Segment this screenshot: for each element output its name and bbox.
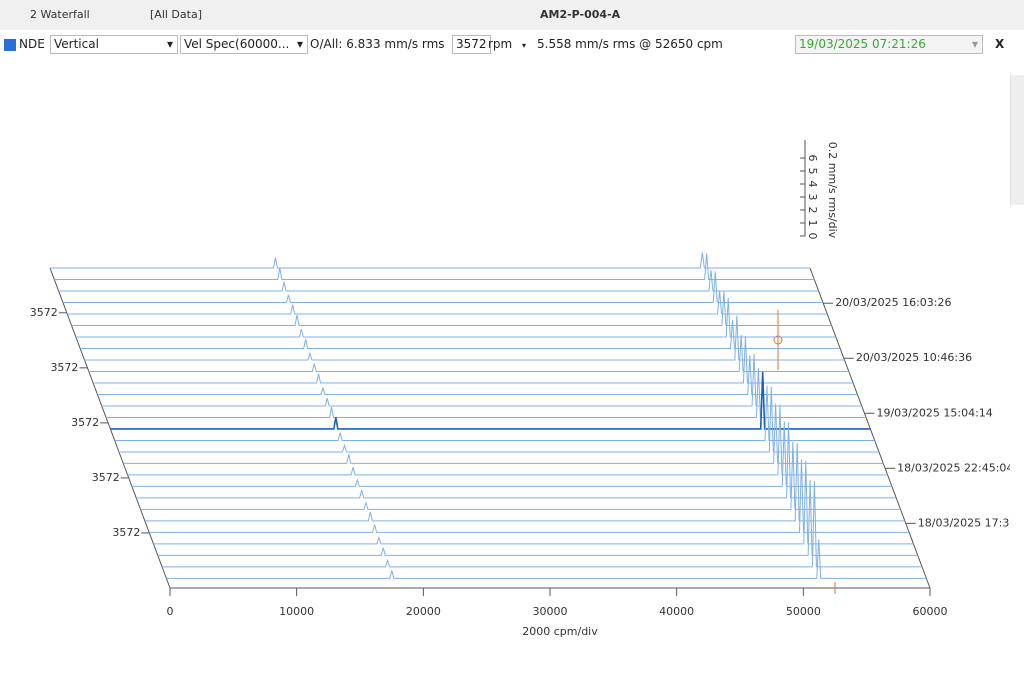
toolbar: NDE Vertical ▾ Vel Spec(60000... ▾ O/All: … <box>0 32 1008 58</box>
z-tick-label: 0 <box>806 233 819 240</box>
row-label: 3572 <box>50 361 78 374</box>
spectrum-trace <box>50 252 810 269</box>
spectrum-trace <box>93 336 854 384</box>
time-label: 18/03/2025 22:45:04 <box>897 461 1010 474</box>
measurement: Vel Spec(60000... <box>184 37 290 51</box>
spectrum-trace <box>157 479 918 556</box>
speed[interactable]: 3572 <box>452 35 491 54</box>
scrollbar[interactable] <box>1010 75 1024 205</box>
spectrum-trace <box>118 386 879 453</box>
spectrum-trace <box>127 404 888 476</box>
speed-unit[interactable]: rpm <box>488 37 513 51</box>
time-label: 19/03/2025 15:04:14 <box>876 406 992 419</box>
spectrum-trace <box>153 460 914 545</box>
time-label: 20/03/2025 10:46:36 <box>856 351 972 364</box>
z-axis-label: 0.2 mm/s rms/div <box>826 142 839 239</box>
direction: Vertical <box>54 37 99 51</box>
spectrum-trace <box>84 315 845 361</box>
cursor-readout: 5.558 mm/s rms @ 52650 cpm <box>537 37 723 51</box>
row-label: 3572 <box>112 526 140 539</box>
spectrum-trace <box>88 335 849 372</box>
time-label: 20/03/2025 16:03:26 <box>835 296 951 309</box>
z-tick-label: 1 <box>806 220 819 227</box>
spectrum-trace <box>110 371 871 430</box>
spectrum-trace <box>71 291 832 326</box>
x-tick-label: 30000 <box>533 605 568 618</box>
z-tick-label: 2 <box>806 207 819 214</box>
measurement-select[interactable]: Vel Spec(60000... ▾ <box>180 35 308 54</box>
right-axis <box>809 267 931 589</box>
overall: O/All: 6.833 mm/s rms <box>310 37 445 51</box>
z-tick-label: 5 <box>806 168 819 175</box>
asset-title: AM2-P-004-A <box>540 8 621 21</box>
x-tick-label: 0 <box>167 605 174 618</box>
spectrum-trace <box>67 290 828 315</box>
x-tick-label: 20000 <box>406 605 441 618</box>
spectrum-trace <box>114 385 875 441</box>
time-label: 18/03/2025 17:30 <box>918 516 1010 529</box>
spectrum-trace <box>97 355 858 395</box>
z-tick-label: 4 <box>806 181 819 188</box>
spectrum-trace <box>58 270 819 292</box>
x-tick-label: 40000 <box>659 605 694 618</box>
timestamp-select[interactable]: 19/03/2025 07:21:26 ▾ <box>795 35 983 54</box>
timestamp: 19/03/2025 07:21:26 <box>799 37 926 51</box>
x-tick-label: 10000 <box>279 605 314 618</box>
x-axis-label: 2000 cpm/div <box>522 625 598 638</box>
row-label: 3572 <box>92 471 120 484</box>
location: NDE <box>19 37 45 51</box>
spectrum-trace <box>80 319 841 349</box>
row-label: 3572 <box>71 416 99 429</box>
spectrum-trace <box>131 421 892 487</box>
close-button[interactable]: X <box>995 37 1005 51</box>
z-tick-label: 6 <box>806 155 819 162</box>
spectrum-trace <box>75 297 836 338</box>
icon[interactable] <box>4 39 16 51</box>
x-tick-label: 50000 <box>786 605 821 618</box>
spectrum-trace <box>149 459 910 533</box>
spectrum-trace <box>106 368 867 418</box>
left-axis <box>49 267 171 589</box>
tab-label[interactable]: 2 Waterfall <box>30 8 90 21</box>
filter-label[interactable]: [All Data] <box>150 8 202 21</box>
spectrum-trace <box>101 353 862 407</box>
z-tick-label: 3 <box>806 194 819 201</box>
x-tick-label: 60000 <box>913 605 948 618</box>
spectrum-trace <box>136 422 897 499</box>
title-bar: 2 Waterfall [All Data] AM2-P-004-A <box>0 0 1024 30</box>
spectrum-trace <box>140 441 901 510</box>
waterfall-chart: 2000 cpm/div 0.2 mm/s rms/div 0 10000 2000… <box>30 140 1010 638</box>
spectrum-trace <box>54 253 815 280</box>
direction-select[interactable]: Vertical ▾ <box>50 35 178 54</box>
row-label: 3572 <box>30 306 58 319</box>
spectrum-trace <box>144 442 905 522</box>
spectrum-trace <box>166 539 927 579</box>
spectrum-trace <box>162 481 923 568</box>
spectrum-trace <box>123 403 884 464</box>
spectrum-trace <box>62 271 823 303</box>
